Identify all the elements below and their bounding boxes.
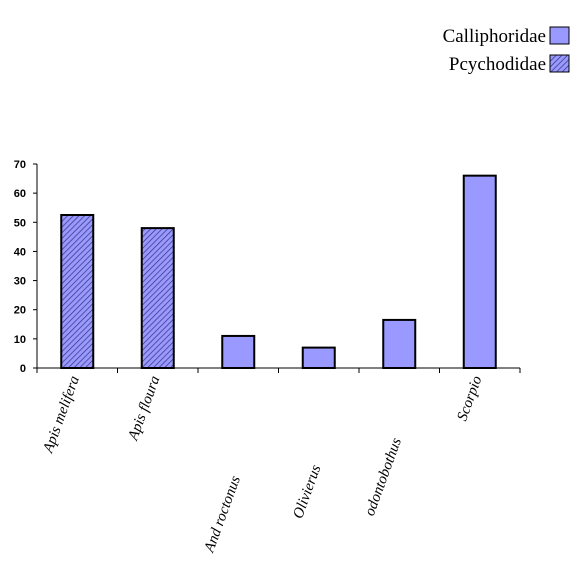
y-axis: 0 10 20 30 40 50 60 70 [14,159,38,375]
bar-calliphoridae-5 [462,174,497,369]
legend-label-calliphoridae: Calliphoridae [443,26,546,47]
bar-calliphoridae-3 [301,346,336,370]
bar-pcychodidae-1 [140,227,175,369]
x-axis [36,367,521,373]
y-tick-label: 60 [14,188,26,200]
bar-pcychodidae-0 [60,214,95,369]
y-tick-label: 30 [14,276,26,288]
x-category-label: odontobothus [362,436,405,518]
x-category-label: Scorpio [455,373,486,423]
legend-label-pcychodidae: Pcychodidae [449,54,546,75]
y-tick-label: 70 [14,159,26,171]
legend: Calliphoridae Pcychodidae [443,26,570,75]
bars [60,174,497,370]
y-tick-label: 20 [14,305,26,317]
legend-swatch-calliphoridae [549,26,570,45]
bar-calliphoridae-4 [382,318,417,369]
y-tick-label: 50 [14,217,26,229]
y-tick-label: 40 [14,246,26,258]
y-tick-label: 10 [14,334,26,346]
category-labels: Apis melifera Apis floura And roctonus Oliv… [40,373,486,555]
bar-calliphoridae-2 [221,334,256,370]
x-category-label: And roctonus [201,474,244,556]
y-tick-label: 0 [20,363,26,375]
legend-swatch-pcychodidae [549,54,570,73]
x-category-label: Apis melifera [40,374,83,456]
x-category-label: Olivierus [290,463,324,521]
x-category-label: Apis floura [125,374,163,443]
